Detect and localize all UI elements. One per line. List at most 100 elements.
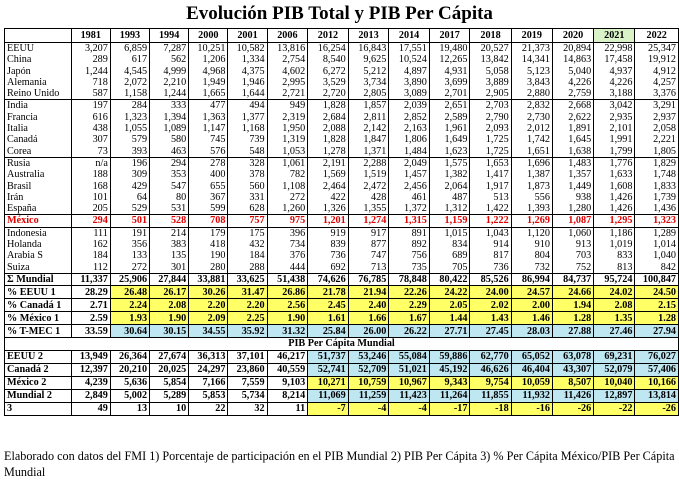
- year-header: 2013: [347, 28, 390, 43]
- gdp-value: 8,540: [307, 54, 349, 66]
- per-capita-value: 11,264: [428, 388, 471, 403]
- share-value: 24.22: [428, 285, 471, 300]
- gdp-value: 1,833: [634, 180, 679, 192]
- gdp-value: 2,288: [347, 156, 390, 170]
- per-capita-value: 7,559: [227, 375, 268, 390]
- per-capita-value: 26,364: [109, 349, 151, 364]
- gdp-value: 1,269: [510, 214, 553, 228]
- gdp-value: 4,602: [266, 65, 309, 77]
- country-label: España: [4, 203, 72, 216]
- world-total-value: 84,737: [551, 272, 595, 287]
- gdp-value: 2,811: [347, 111, 390, 124]
- per-capita-value: 9,343: [428, 375, 471, 390]
- per-capita-value: -4: [347, 401, 390, 416]
- gdp-value: 1,280: [551, 203, 595, 216]
- share-value: 2.08: [593, 298, 636, 313]
- gdp-value: 919: [307, 226, 349, 240]
- per-capita-value: 10,759: [347, 375, 390, 390]
- gdp-value: 378: [227, 169, 268, 181]
- share-value: 2.00: [510, 298, 553, 313]
- gdp-value: 2,730: [510, 111, 553, 124]
- gdp-value: 1,323: [634, 214, 679, 228]
- year-header: 2012: [307, 28, 349, 43]
- per-capita-value: 43,307: [551, 362, 595, 377]
- gdp-value: 616: [70, 111, 111, 124]
- share-value: 30.26: [188, 285, 229, 300]
- share-value: 2.02: [469, 298, 512, 313]
- gdp-value: 111: [70, 226, 111, 240]
- gdp-value: 444: [266, 261, 309, 274]
- gdp-value: 2,088: [307, 123, 349, 135]
- gdp-value: 580: [149, 134, 190, 146]
- gdp-value: 2,701: [428, 88, 471, 101]
- gdp-value: 739: [227, 134, 268, 146]
- world-total-value: 78,848: [388, 272, 430, 287]
- gdp-value: 1,829: [634, 156, 679, 170]
- gdp-value: 2,721: [266, 88, 309, 101]
- share-label: % EEUU 1: [4, 285, 72, 300]
- country-label: Suiza: [4, 261, 72, 274]
- gdp-value: 4,545: [109, 65, 151, 77]
- world-total-value: 74,626: [307, 272, 349, 287]
- per-capita-value: 51,021: [388, 362, 430, 377]
- gdp-value: 804: [510, 250, 553, 262]
- per-capita-value: 46,404: [510, 362, 553, 377]
- gdp-value: 747: [347, 250, 390, 262]
- share-value: 1.43: [469, 311, 512, 326]
- gdp-value: 429: [109, 180, 151, 192]
- gdp-value: 531: [149, 203, 190, 216]
- gdp-value: 1,382: [428, 169, 471, 181]
- gdp-value: 628: [227, 203, 268, 216]
- gdp-value: 4,226: [551, 76, 595, 89]
- gdp-value: 1,725: [469, 134, 512, 146]
- gdp-value: 745: [188, 134, 229, 146]
- country-label: Francia: [4, 111, 72, 124]
- gdp-value: 833: [593, 250, 636, 262]
- share-value: 2.25: [227, 311, 268, 326]
- world-total-label: Σ Mundial: [4, 272, 72, 287]
- gdp-value: 2,995: [266, 76, 309, 89]
- gdp-value: 782: [266, 169, 309, 181]
- gdp-value: 418: [188, 239, 229, 251]
- country-row: EEUU 3,207 6,859 7,287 10,251 10,582 13,816 16,…: [4, 42, 679, 55]
- gdp-value: 1,638: [551, 145, 595, 158]
- per-capita-value: -4: [388, 401, 430, 416]
- gdp-value: 705: [428, 261, 471, 274]
- world-total-value: 76,785: [347, 272, 390, 287]
- gdp-value: 913: [551, 239, 595, 251]
- gdp-value: 3,734: [347, 76, 390, 89]
- per-capita-label: Canadá 2: [4, 362, 72, 377]
- gdp-value: 842: [634, 261, 679, 274]
- gdp-value: 1,873: [510, 180, 553, 192]
- gdp-value: 17,458: [593, 54, 636, 66]
- gdp-value: 3,843: [510, 76, 553, 89]
- gdp-value: 1,569: [307, 169, 349, 181]
- gdp-value: 196: [109, 156, 151, 170]
- gdp-value: 1,295: [593, 214, 636, 228]
- per-capita-value: -26: [634, 401, 679, 416]
- world-total-value: 11,337: [70, 272, 111, 287]
- gdp-value: 1,422: [469, 203, 512, 216]
- gdp-value: 294: [149, 156, 190, 170]
- gdp-value: 2,472: [347, 180, 390, 192]
- gdp-value: 272: [109, 261, 151, 274]
- per-capita-value: 7,166: [188, 375, 229, 390]
- gdp-value: 1,040: [634, 250, 679, 262]
- gdp-value: 133: [109, 250, 151, 262]
- year-header: 2017: [428, 28, 471, 43]
- gdp-value: n/a: [70, 156, 111, 170]
- gdp-value: 2,191: [307, 156, 349, 170]
- gdp-value: 2,210: [149, 76, 190, 89]
- gdp-value: 428: [347, 191, 390, 204]
- country-row: Francia 616 1,323 1,394 1,363 1,377 2,319 2,684…: [4, 111, 679, 124]
- share-value: 33.59: [70, 324, 111, 339]
- gdp-value: 1,372: [388, 203, 430, 216]
- per-capita-label: 3: [4, 401, 72, 416]
- per-capita-value: 13: [109, 401, 151, 416]
- country-label: Reino Unido: [4, 88, 72, 101]
- gdp-value: 1,483: [551, 156, 595, 170]
- share-value: 1.35: [593, 311, 636, 326]
- gdp-value: 4,226: [593, 76, 636, 89]
- gdp-value: 4,999: [149, 65, 190, 77]
- share-row: % Canadá 1 2.71 2.24 2.08 2.20 2.20 2.56 2.45 2.…: [4, 298, 679, 313]
